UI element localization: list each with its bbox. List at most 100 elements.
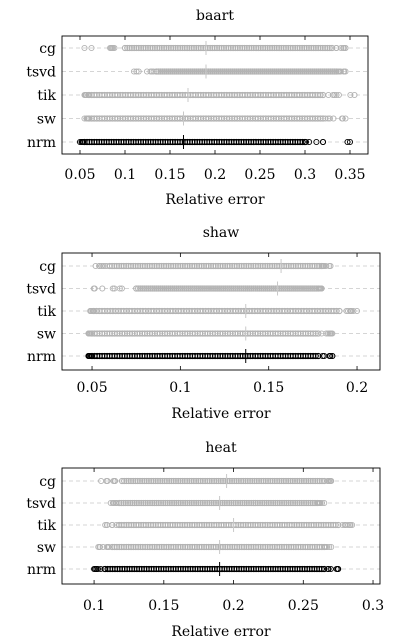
data-point [301,68,308,75]
data-point [226,499,233,507]
data-point [188,477,195,485]
outlier-point [324,565,331,573]
data-point [246,285,253,292]
data-point [299,138,306,146]
data-point [299,68,306,75]
data-point [207,68,214,75]
outlier-point [76,138,84,146]
data-point [208,499,215,507]
data-point [144,499,151,507]
series-points-cg [81,44,349,52]
x-tick-label: 0.1 [83,598,105,614]
data-point [285,44,292,52]
data-point [298,285,306,292]
data-point [185,68,192,75]
data-point [271,477,278,485]
data-point [221,68,228,75]
data-point [228,477,236,485]
data-point [280,285,287,292]
data-point [294,477,301,485]
outlier-point [91,285,98,292]
data-point [262,285,269,292]
outlier-point [339,521,346,529]
data-point [312,352,319,360]
chart-title: heat [205,440,237,456]
outlier-point [326,543,333,551]
data-point [217,285,225,292]
data-point [190,499,198,507]
data-point [212,499,220,507]
data-point [159,285,166,292]
data-point [237,499,244,507]
data-point [273,68,280,75]
data-point [195,499,202,507]
data-point [161,477,168,485]
data-point [236,285,243,292]
outlier-point [102,521,109,529]
data-point [217,499,224,507]
data-point [144,44,152,52]
data-point [278,499,286,507]
data-point [164,499,171,507]
data-point [309,68,316,75]
outlier-point [96,262,103,270]
outlier-point [103,477,110,485]
outlier-point [348,307,355,315]
data-point [315,330,322,337]
data-point [123,477,130,485]
chart-title: baart [196,8,234,24]
outlier-point [345,307,352,315]
data-point [284,285,291,292]
data-point [312,330,319,337]
data-point [228,499,235,507]
outlier-point [322,115,329,122]
data-point [296,477,303,485]
data-point [253,477,260,485]
data-point [187,68,194,75]
outlier-point [92,262,99,270]
data-point [300,285,308,292]
data-point [234,44,241,52]
outlier-point [85,352,92,360]
outlier-point [340,44,347,52]
data-point [169,68,176,75]
outlier-point [334,565,341,573]
data-point [179,499,187,507]
series-points-sw [95,543,335,551]
data-point [259,499,266,507]
data-point [177,477,184,485]
outlier-point [326,262,333,270]
data-point [165,44,172,52]
data-point [179,285,186,292]
data-point [300,499,308,507]
data-point [302,285,310,292]
data-point [236,44,244,52]
data-point [275,68,282,75]
data-point [266,44,274,52]
data-point [285,68,292,75]
data-point [153,285,160,292]
data-point [280,44,287,52]
outlier-point [336,68,343,75]
data-point [145,285,152,292]
data-point [333,307,340,315]
data-point [216,44,223,52]
data-point [295,68,302,75]
category-label-tsvd: tsvd [26,65,56,81]
data-point [149,44,156,52]
outlier-point [351,91,358,99]
data-point [243,68,250,75]
x-tick-label: 0.15 [148,598,179,614]
data-point [125,477,132,485]
outlier-point [97,565,104,573]
data-point [244,285,251,292]
data-point [201,499,209,507]
data-point [209,68,216,75]
outlier-point [333,91,340,99]
outlier-point [111,44,118,52]
data-point [170,44,177,52]
data-point [121,44,129,52]
data-point [303,68,310,75]
chart-panel-shaw: shaw cg tsvd tik sw nrm 0.05 0.1 0.15 0.2 Relative… [26,225,381,422]
data-point [234,499,242,507]
